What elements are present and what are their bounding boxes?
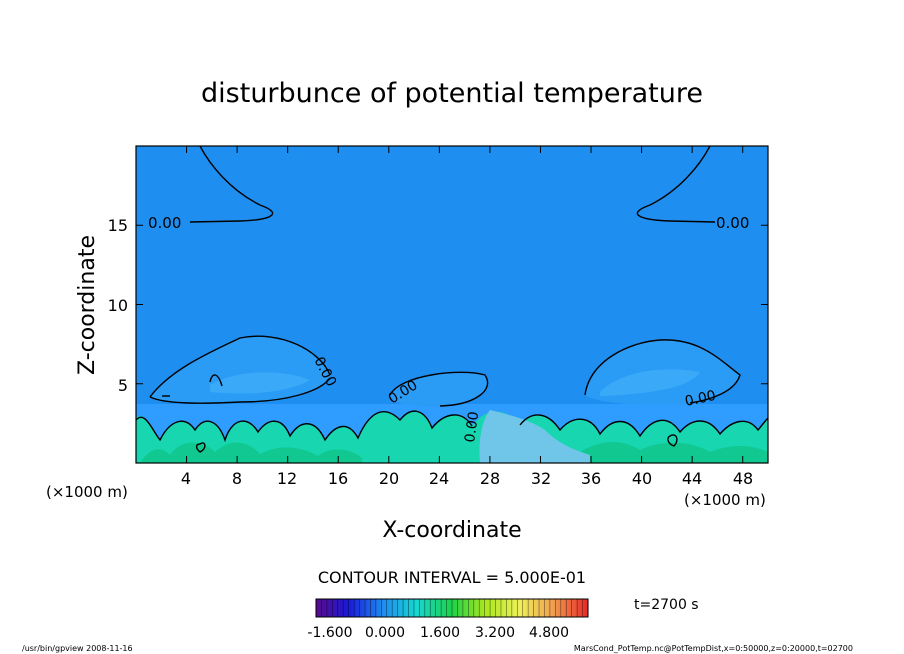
x-tick-marks [186, 146, 744, 463]
y-axis-label: Z-coordinate [75, 235, 100, 375]
x-tick-label: 48 [733, 469, 753, 488]
colorbar-labels: -1.600 0.000 1.600 3.200 4.800 [307, 625, 569, 641]
x-tick-label: 20 [379, 469, 399, 488]
warm-region-center [390, 372, 488, 407]
z-unit-label: (×1000 m) [46, 483, 128, 501]
x-tick-label: 44 [682, 469, 702, 488]
x-tick-label: 8 [232, 469, 242, 488]
y-tick-label: 15 [108, 216, 128, 235]
contour-label: 0.00 [716, 214, 749, 232]
inner-warm-right [600, 369, 700, 396]
chart-title: disturbunce of potential temperature [201, 78, 703, 109]
time-label: t=2700 s [634, 597, 699, 613]
x-tick-label: 36 [581, 469, 601, 488]
center-mixed-zone [479, 410, 590, 463]
y-tick-marks [136, 224, 768, 385]
x-tick-label: 24 [429, 469, 449, 488]
x-unit-label: (×1000 m) [684, 491, 766, 509]
colorbar-tick-label: 0.000 [365, 625, 405, 641]
plot-area [136, 146, 768, 463]
colorbar-tick-label: 4.800 [529, 625, 569, 641]
colorbar-tick-label: -1.600 [307, 625, 352, 641]
contour-lines [136, 146, 768, 453]
y-tick-label: 5 [118, 376, 128, 395]
x-axis-label: X-coordinate [382, 518, 521, 543]
x-tick-label: 12 [277, 469, 297, 488]
x-tick-label: 28 [480, 469, 500, 488]
x-tick-label: 16 [328, 469, 348, 488]
inner-warm-left [210, 372, 310, 394]
colorbar-ticks [321, 599, 583, 617]
contour-label: 0.00 [462, 410, 482, 443]
colorbar-tick-label: 1.600 [420, 625, 460, 641]
x-tick-label: 32 [531, 469, 551, 488]
x-tick-label: 4 [181, 469, 191, 488]
x-tick-label: 40 [632, 469, 652, 488]
contour-label: 0.00 [148, 214, 181, 232]
contour-interval: CONTOUR INTERVAL = 5.000E-01 [318, 568, 586, 587]
footer-left: /usr/bin/gpview 2008-11-16 [22, 644, 133, 653]
plume-cores [140, 441, 768, 463]
footer-right: MarsCond_PotTemp.nc@PotTempDist,x=0:5000… [574, 644, 853, 653]
contour-label: 0.00 [684, 388, 718, 410]
y-tick-label: 10 [108, 296, 128, 315]
x-tick-labels: 4 8 12 16 20 24 28 32 36 40 44 48 [181, 469, 753, 488]
colorbar-tick-label: 3.200 [475, 625, 515, 641]
